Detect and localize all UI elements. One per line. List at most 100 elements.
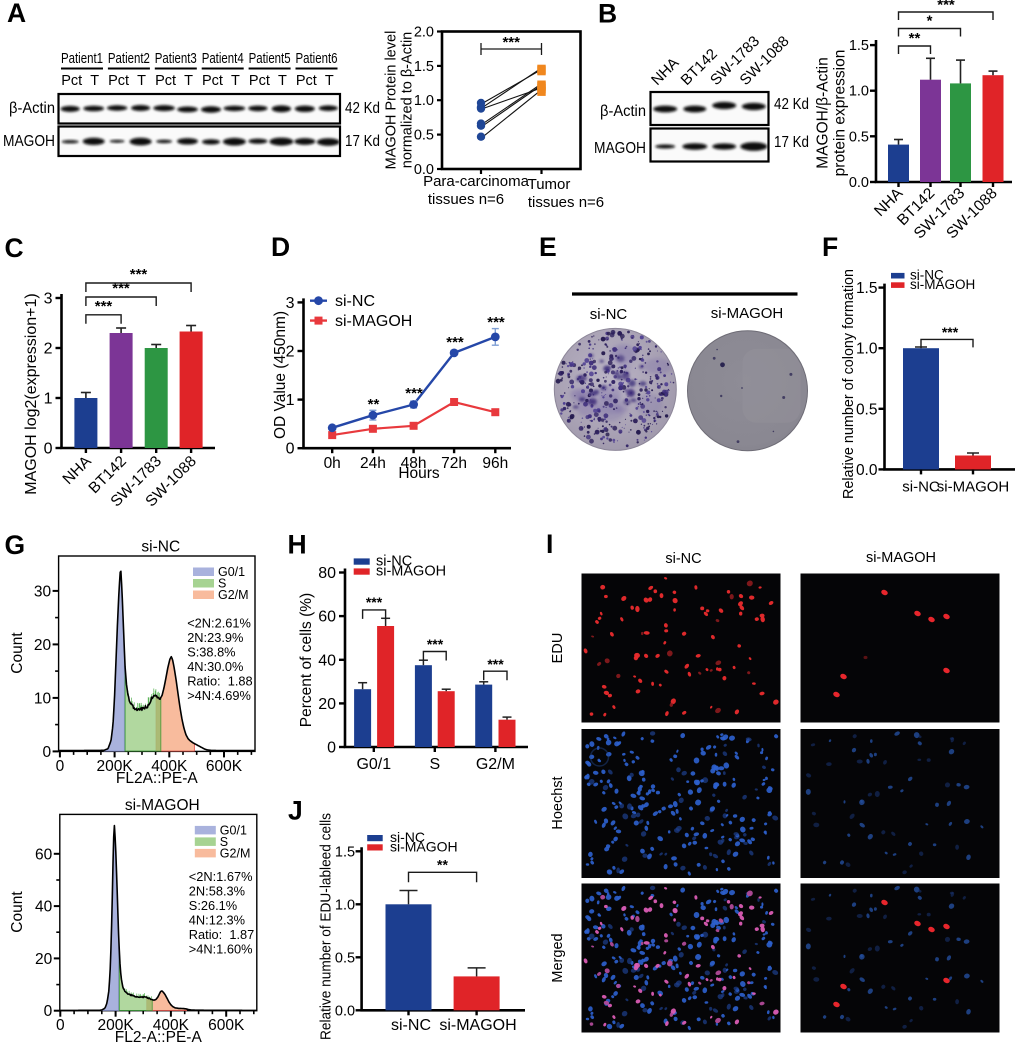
svg-text:si-MAGOH: si-MAGOH (937, 478, 1010, 495)
svg-text:0: 0 (327, 740, 336, 757)
svg-text:T: T (184, 73, 193, 89)
svg-text:0: 0 (44, 441, 53, 458)
svg-text:600K: 600K (206, 758, 243, 775)
svg-text:200K: 200K (96, 758, 133, 775)
svg-text:Count: Count (9, 891, 26, 933)
svg-text:40: 40 (35, 899, 53, 916)
svg-text:***: *** (130, 266, 148, 283)
svg-text:0.5: 0.5 (856, 401, 878, 418)
svg-text:si-NC: si-NC (141, 539, 180, 556)
svg-text:***: *** (942, 324, 959, 340)
svg-text:Patient1: Patient1 (61, 51, 103, 67)
svg-text:***: *** (427, 636, 444, 652)
svg-text:Patient4: Patient4 (202, 51, 244, 67)
svg-text:Count: Count (9, 632, 26, 674)
svg-text:***: *** (405, 385, 423, 402)
svg-text:S: S (429, 756, 440, 773)
svg-text:**: ** (368, 396, 380, 413)
svg-text:***: *** (366, 594, 383, 610)
svg-text:42 Kd: 42 Kd (774, 96, 809, 113)
svg-text:MAGOH/β-Actin: MAGOH/β-Actin (815, 57, 832, 168)
svg-text:S:26.1%: S:26.1% (189, 898, 237, 913)
svg-text:G2/M: G2/M (218, 588, 249, 602)
svg-text:Para-carcinoma: Para-carcinoma (423, 173, 530, 190)
svg-text:protein expression: protein expression (832, 50, 849, 177)
svg-text:1.5: 1.5 (849, 38, 869, 54)
svg-text:Ratio: 1.87: Ratio: 1.87 (189, 927, 254, 942)
svg-text:I: I (546, 529, 553, 559)
svg-text:0: 0 (42, 744, 51, 761)
svg-text:***: *** (112, 280, 130, 297)
svg-text:1.5: 1.5 (414, 59, 434, 75)
svg-text:0h: 0h (324, 455, 341, 472)
svg-text:Tumor: Tumor (528, 176, 571, 193)
svg-text:***: *** (446, 334, 464, 351)
svg-text:C: C (5, 233, 24, 263)
svg-text:A: A (7, 0, 26, 28)
svg-text:1: 1 (286, 392, 295, 409)
svg-text:Pct: Pct (108, 73, 129, 89)
svg-text:0.0: 0.0 (414, 162, 434, 178)
svg-text:si-NC: si-NC (665, 551, 701, 567)
svg-text:MAGOH: MAGOH (594, 140, 646, 157)
svg-text:Ratio: 1.88: Ratio: 1.88 (187, 674, 252, 689)
svg-text:***: *** (487, 314, 505, 331)
svg-text:20: 20 (318, 696, 336, 713)
svg-text:EDU: EDU (550, 633, 566, 664)
svg-text:T: T (90, 73, 99, 89)
svg-text:si-MAGOH: si-MAGOH (439, 1017, 516, 1034)
svg-text:0.5: 0.5 (335, 950, 355, 966)
svg-text:Hoechst: Hoechst (550, 776, 566, 829)
svg-text:***: *** (502, 34, 520, 51)
svg-text:48h: 48h (401, 455, 427, 472)
svg-text:FL2-A::PE-A: FL2-A::PE-A (115, 1029, 203, 1045)
svg-text:2: 2 (44, 341, 53, 358)
svg-text:60: 60 (318, 609, 336, 626)
svg-text:***: *** (487, 656, 504, 672)
svg-text:MAGOH Protein level: MAGOH Protein level (384, 31, 400, 170)
svg-text:30: 30 (34, 583, 52, 600)
svg-text:si-MAGOH: si-MAGOH (335, 313, 412, 330)
svg-text:T: T (137, 73, 146, 89)
svg-text:Pct: Pct (296, 73, 317, 89)
svg-text:si-NC: si-NC (335, 293, 375, 310)
svg-text:42 Kd: 42 Kd (345, 100, 380, 117)
svg-text:G0/1: G0/1 (220, 823, 247, 837)
svg-text:0.5: 0.5 (849, 129, 869, 145)
svg-text:F: F (822, 232, 838, 262)
svg-text:Pct: Pct (155, 73, 176, 89)
svg-text:1.5: 1.5 (856, 280, 878, 297)
svg-text:S:38.8%: S:38.8% (187, 645, 235, 660)
svg-text:200K: 200K (97, 1017, 134, 1034)
svg-text:2N:58.3%: 2N:58.3% (189, 883, 245, 898)
svg-text:J: J (288, 796, 303, 826)
svg-text:0.0: 0.0 (335, 1003, 355, 1019)
svg-text:96h: 96h (482, 455, 508, 472)
svg-text:si-MAGOH: si-MAGOH (390, 838, 458, 854)
svg-text:D: D (271, 232, 290, 262)
svg-text:20: 20 (34, 637, 52, 654)
svg-text:1.0: 1.0 (414, 93, 434, 109)
svg-text:si-MAGOH: si-MAGOH (711, 305, 784, 322)
svg-text:T: T (278, 73, 287, 89)
svg-text:2N:23.9%: 2N:23.9% (187, 630, 243, 645)
svg-text:tissues n=6: tissues n=6 (528, 194, 604, 211)
svg-text:600K: 600K (208, 1017, 245, 1034)
svg-text:OD Value (450nm): OD Value (450nm) (272, 311, 289, 439)
svg-text:si-MAGOH: si-MAGOH (125, 797, 200, 814)
svg-text:17 Kd: 17 Kd (774, 134, 809, 151)
svg-text:G0/1: G0/1 (218, 565, 245, 579)
svg-text:si-NC: si-NC (390, 829, 425, 845)
svg-text:si-MAGOH: si-MAGOH (376, 564, 446, 580)
svg-text:4N:30.0%: 4N:30.0% (187, 659, 243, 674)
svg-text:3: 3 (44, 291, 53, 308)
svg-text:400K: 400K (153, 1017, 190, 1034)
svg-text:si-NC: si-NC (376, 554, 412, 570)
svg-text:***: *** (95, 298, 113, 315)
svg-text:Relative number of colony form: Relative number of colony formation (841, 269, 857, 499)
svg-text:0.0: 0.0 (856, 462, 878, 479)
svg-text:B: B (598, 0, 617, 29)
svg-text:T: T (231, 73, 240, 89)
svg-text:>4N:4.69%: >4N:4.69% (187, 688, 251, 703)
svg-text:<2N:2.61%: <2N:2.61% (187, 616, 251, 631)
